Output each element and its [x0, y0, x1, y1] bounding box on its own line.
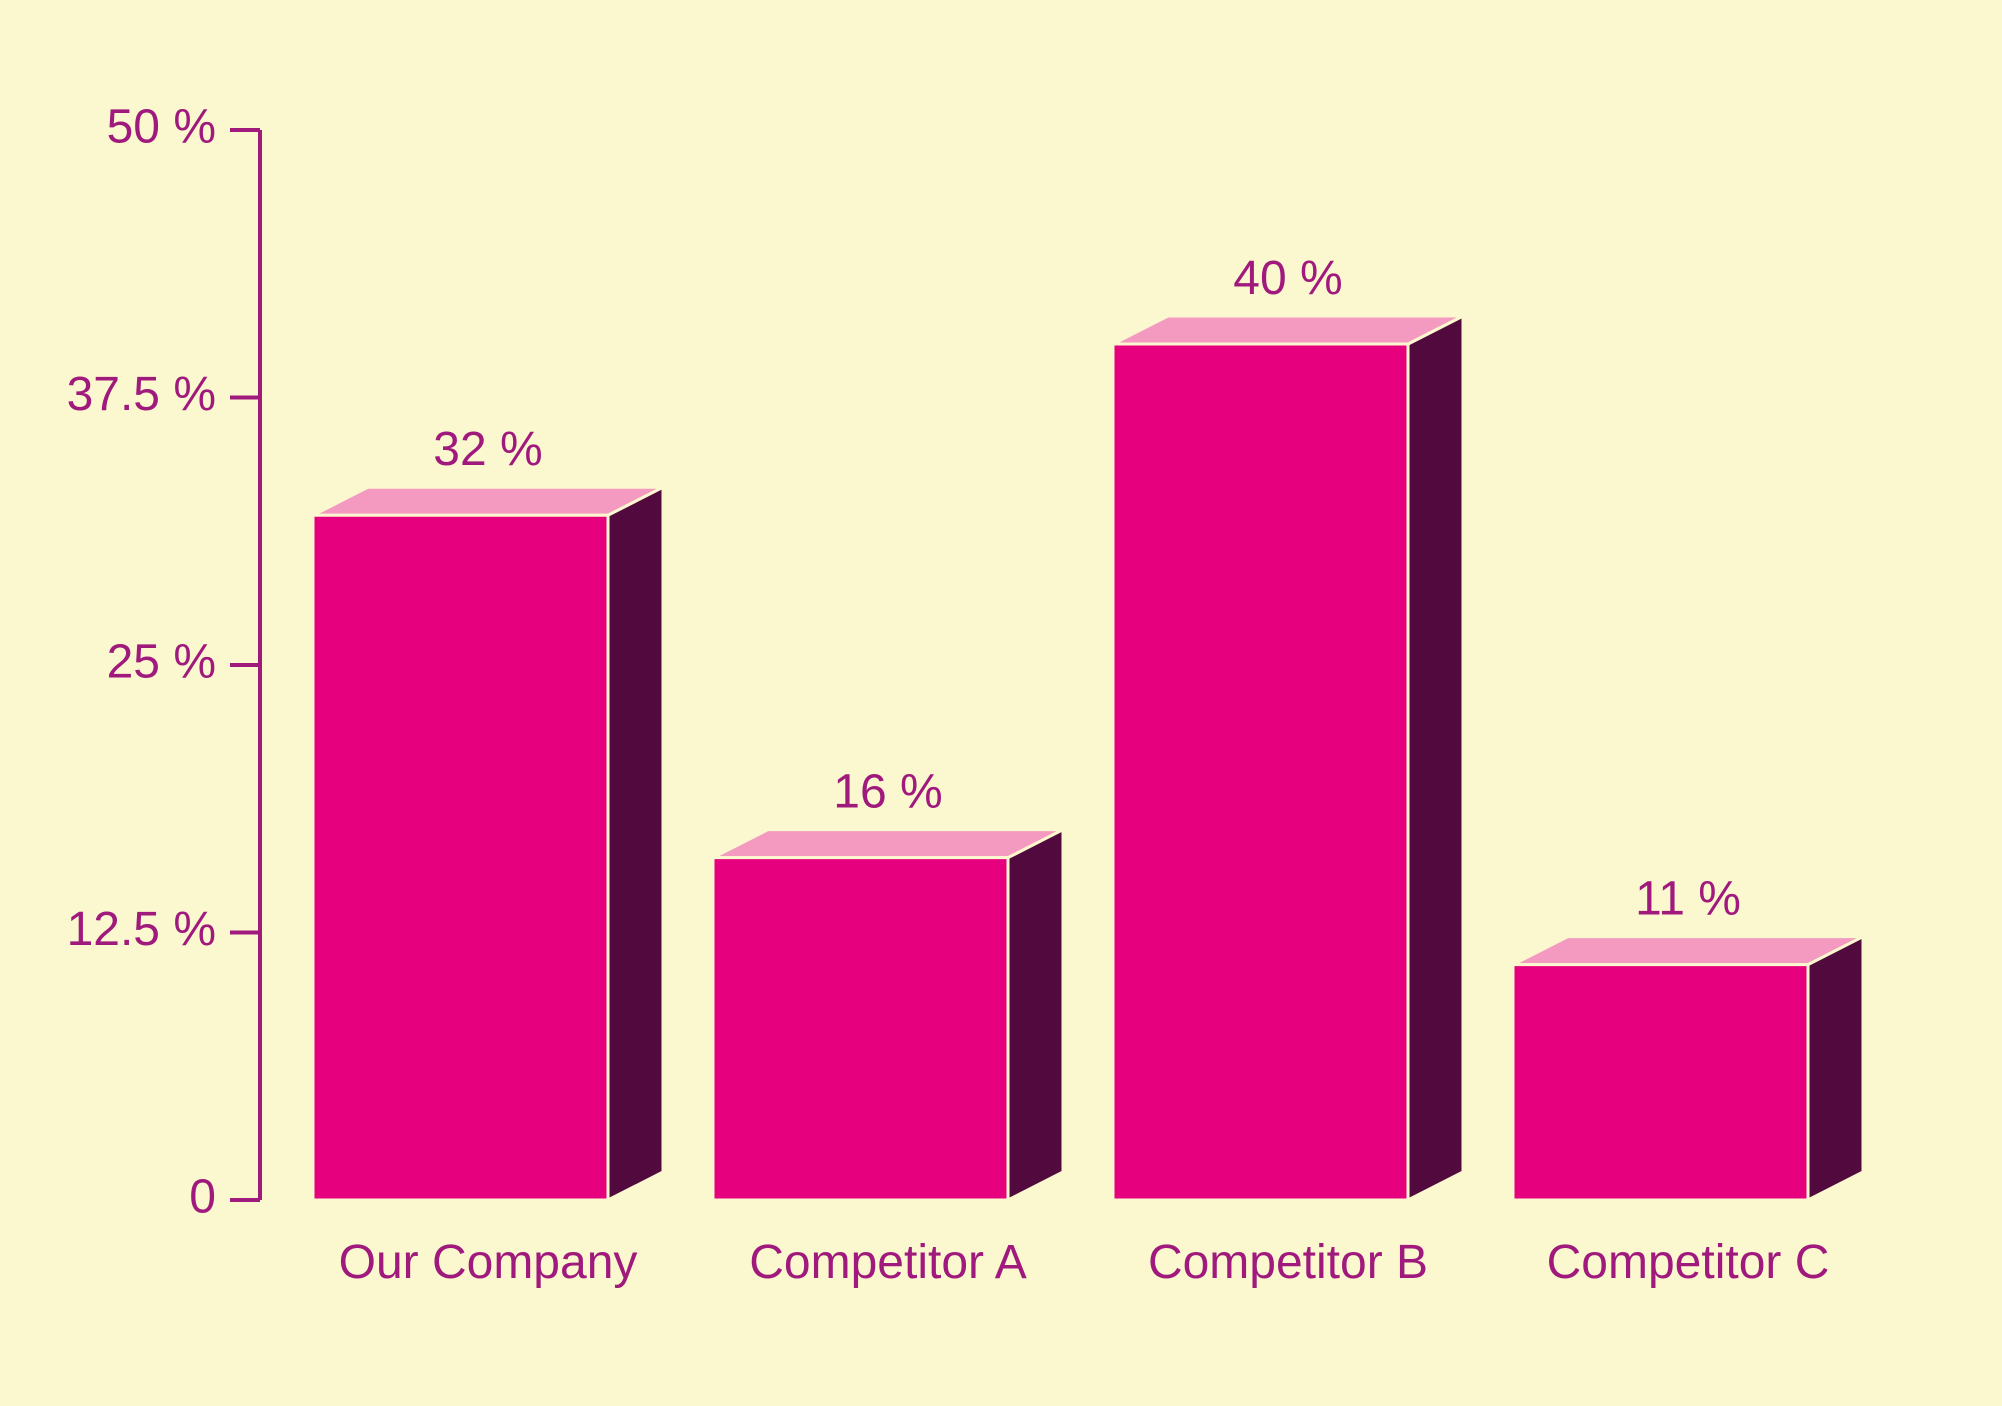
- category-label: Competitor A: [749, 1236, 1026, 1289]
- y-tick-label: 0: [189, 1171, 216, 1224]
- y-tick-label: 37.5 %: [67, 368, 216, 421]
- bar-side: [1008, 830, 1063, 1200]
- bar-value-label: 32 %: [433, 423, 542, 476]
- bar-top: [1513, 937, 1863, 965]
- bar-value-label: 11 %: [1635, 873, 1741, 926]
- bar-front: [313, 515, 608, 1200]
- y-tick-label: 25 %: [107, 636, 216, 689]
- bar-side: [1408, 316, 1463, 1200]
- bar-side: [608, 487, 663, 1200]
- bar-front: [1513, 965, 1808, 1200]
- bar-top: [1113, 316, 1463, 344]
- chart-svg: 0 12.5 % 25 % 37.5 % 50 % 32 % Our Company 16 %…: [0, 0, 2002, 1406]
- y-tick-label: 12.5 %: [67, 903, 216, 956]
- category-label: Our Company: [339, 1236, 638, 1289]
- bar-top: [313, 487, 663, 515]
- bar-side: [1808, 937, 1863, 1200]
- bar-chart-3d: 0 12.5 % 25 % 37.5 % 50 % 32 % Our Company 16 %…: [0, 0, 2002, 1406]
- bar-front: [713, 858, 1008, 1200]
- bar-value-label: 40 %: [1233, 252, 1342, 305]
- category-label: Competitor C: [1547, 1236, 1830, 1289]
- y-tick-label: 50 %: [107, 101, 216, 154]
- bar-top: [713, 830, 1063, 858]
- category-label: Competitor B: [1148, 1236, 1428, 1289]
- bar-front: [1113, 344, 1408, 1200]
- bar-value-label: 16 %: [833, 766, 942, 819]
